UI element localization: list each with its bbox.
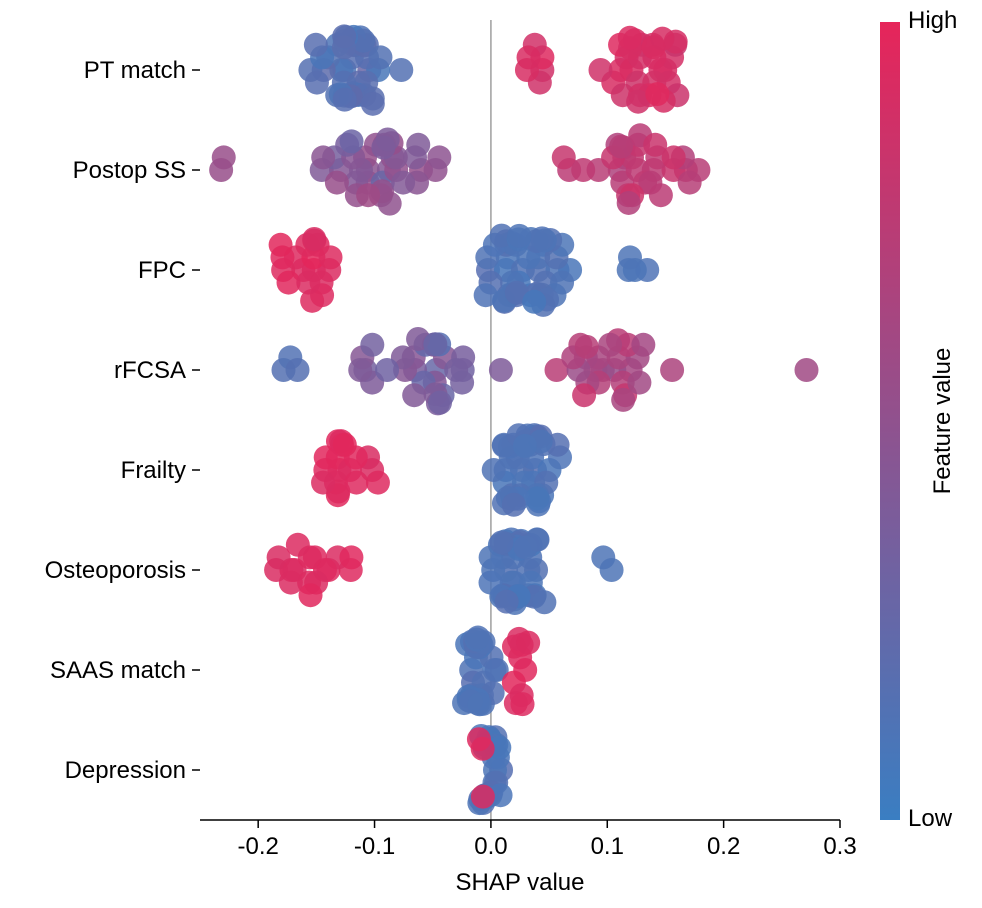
- shap-point: [490, 530, 514, 554]
- shap-point: [609, 135, 633, 159]
- shap-point: [366, 471, 390, 495]
- y-feature-label: Depression: [65, 757, 186, 784]
- y-feature-label: Frailty: [121, 457, 186, 484]
- shap-point: [571, 158, 595, 182]
- x-axis-label: SHAP value: [456, 869, 585, 896]
- shap-point: [286, 533, 310, 557]
- shap-point: [618, 26, 642, 50]
- shap-point: [361, 92, 385, 116]
- y-feature-label: SAAS match: [50, 657, 186, 684]
- shap-point: [482, 458, 506, 482]
- shap-point: [572, 383, 596, 407]
- shap-point: [450, 371, 474, 395]
- shap-svg: -0.2 -0.1 0.0 0.1 0.2 0.3 SHAP value PT match Po…: [0, 0, 982, 908]
- shap-point: [427, 145, 451, 169]
- shap-point: [660, 358, 684, 382]
- shap-point: [530, 226, 554, 250]
- shap-point: [611, 388, 635, 412]
- shap-point: [511, 692, 535, 716]
- shap-point: [299, 583, 323, 607]
- shap-point: [391, 171, 415, 195]
- shap-point: [598, 333, 622, 357]
- shap-point: [575, 335, 599, 359]
- y-feature-label: Osteoporosis: [45, 557, 186, 584]
- shap-point: [332, 35, 356, 59]
- shap-point: [325, 171, 349, 195]
- shap-point: [269, 233, 293, 257]
- x-tick-label: -0.1: [354, 833, 395, 860]
- colorbar: [880, 22, 900, 820]
- shap-point: [507, 224, 531, 248]
- shap-point: [348, 358, 372, 382]
- shap-point: [406, 133, 430, 157]
- shap-point: [468, 692, 492, 716]
- shap-point: [339, 545, 363, 569]
- shap-summary-plot: -0.2 -0.1 0.0 0.1 0.2 0.3 SHAP value PT match Po…: [0, 0, 982, 908]
- shap-point: [296, 271, 320, 295]
- shap-point: [588, 58, 612, 82]
- shap-point: [286, 358, 310, 382]
- x-tick-label: 0.3: [823, 833, 856, 860]
- shap-point: [532, 590, 556, 614]
- shap-point: [375, 358, 399, 382]
- shap-point: [389, 58, 413, 82]
- shap-point: [368, 45, 392, 69]
- shap-point: [340, 129, 364, 153]
- shap-point: [522, 290, 546, 314]
- shap-point: [333, 88, 357, 112]
- shap-point: [360, 333, 384, 357]
- colorbar-high-label: High: [908, 7, 957, 34]
- shap-point: [489, 358, 513, 382]
- x-tick-label: -0.2: [238, 833, 279, 860]
- shap-point: [423, 332, 447, 356]
- shap-point: [479, 571, 503, 595]
- shap-point: [513, 434, 537, 458]
- shap-point: [591, 545, 615, 569]
- shap-point: [344, 471, 368, 495]
- shap-point: [279, 571, 303, 595]
- colorbar-low-label: Low: [908, 805, 953, 832]
- shap-point: [650, 27, 674, 51]
- shap-point: [304, 33, 328, 57]
- x-tick-label: 0.0: [474, 833, 507, 860]
- shap-point: [428, 391, 452, 415]
- shap-point: [402, 383, 426, 407]
- shap-point: [517, 45, 541, 69]
- shap-point: [516, 631, 540, 655]
- shap-point: [376, 128, 400, 152]
- y-feature-label: Postop SS: [73, 157, 186, 184]
- shap-point: [794, 358, 818, 382]
- shap-point: [311, 471, 335, 495]
- shap-point: [466, 626, 490, 650]
- shap-point: [333, 433, 357, 457]
- shap-point: [502, 493, 526, 517]
- shap-point: [645, 82, 669, 106]
- x-tick-label: 0.1: [591, 833, 624, 860]
- shap-point: [649, 183, 673, 207]
- shap-point: [212, 145, 236, 169]
- x-tick-label: 0.2: [707, 833, 740, 860]
- shap-point: [617, 191, 641, 215]
- y-feature-label: rFCSA: [114, 357, 186, 384]
- shap-point: [311, 145, 335, 169]
- shap-point: [643, 133, 667, 157]
- shap-point: [618, 245, 642, 269]
- shap-point: [305, 71, 329, 95]
- shap-point: [471, 785, 495, 809]
- shap-point: [302, 227, 326, 251]
- colorbar-title: Feature value: [929, 348, 956, 495]
- shap-point: [631, 333, 655, 357]
- shap-point: [514, 535, 538, 559]
- shap-point: [678, 171, 702, 195]
- shap-point: [495, 590, 519, 614]
- y-feature-label: FPC: [138, 257, 186, 284]
- shap-point: [356, 183, 380, 207]
- y-feature-label: PT match: [84, 57, 186, 84]
- shap-point: [467, 727, 491, 751]
